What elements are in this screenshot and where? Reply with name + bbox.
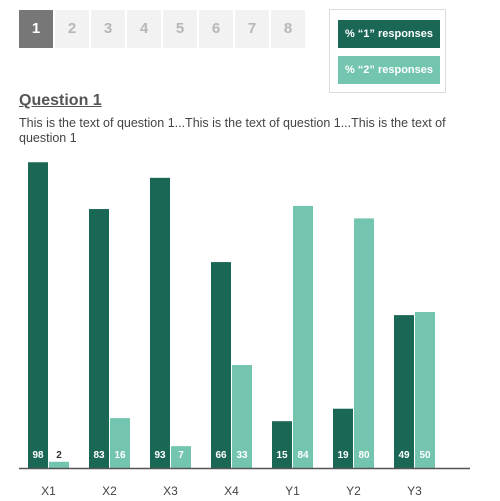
data-label-X1-series1: 98 [32,450,44,461]
bar-Y3-series1 [394,315,414,468]
page-button-7[interactable]: 7 [235,10,269,48]
page-button-3[interactable]: 3 [91,10,125,48]
bar-X1-series2 [49,461,69,468]
legend-item-series2[interactable]: % “2” responses [338,56,440,84]
data-label-X4-series1: 66 [215,450,227,461]
bar-X3-series1 [150,177,170,468]
question-text: This is the text of question 1...This is… [19,116,446,145]
data-label-Y2-series2: 80 [358,450,370,461]
question-title: Question 1 [19,92,102,109]
category-label-X4: X4 [224,484,239,498]
category-label-X2: X2 [102,484,117,498]
data-label-X4-series2: 33 [236,450,248,461]
data-label-X1-series2: 2 [56,450,62,461]
bar-Y3-series2 [415,312,435,468]
page-button-2[interactable]: 2 [55,10,89,48]
legend: % “1” responses % “2” responses [329,9,446,93]
category-label-X1: X1 [41,484,56,498]
page-button-8[interactable]: 8 [271,10,305,48]
data-label-Y3-series2: 50 [419,450,431,461]
bar-Y1-series2 [293,205,313,469]
bar-X2-series1 [89,209,109,469]
data-label-X2-series2: 16 [114,450,126,461]
category-label-Y3: Y3 [407,484,422,498]
bar-X3-series2 [171,446,191,468]
data-label-X2-series1: 83 [93,450,105,461]
page-button-5[interactable]: 5 [163,10,197,48]
bar-X1-series1 [28,162,48,469]
data-label-Y1-series1: 15 [276,450,288,461]
bar-X4-series2 [232,365,252,468]
data-label-Y1-series2: 84 [297,450,309,461]
bar-X4-series1 [211,262,231,468]
data-label-Y3-series1: 49 [398,450,410,461]
page-button-4[interactable]: 4 [127,10,161,48]
category-label-X3: X3 [163,484,178,498]
bar-X2-series2 [110,418,130,468]
page-button-1[interactable]: 1 [19,10,53,48]
data-label-X3-series1: 93 [154,450,166,461]
legend-item-series1[interactable]: % “1” responses [338,20,440,48]
page-button-6[interactable]: 6 [199,10,233,48]
data-label-Y2-series1: 19 [337,450,349,461]
bar-Y2-series1 [333,408,353,468]
bar-Y2-series2 [354,218,374,468]
data-label-X3-series2: 7 [178,450,184,461]
bar-Y1-series1 [272,421,292,468]
category-label-Y1: Y1 [285,484,300,498]
category-label-Y2: Y2 [346,484,361,498]
